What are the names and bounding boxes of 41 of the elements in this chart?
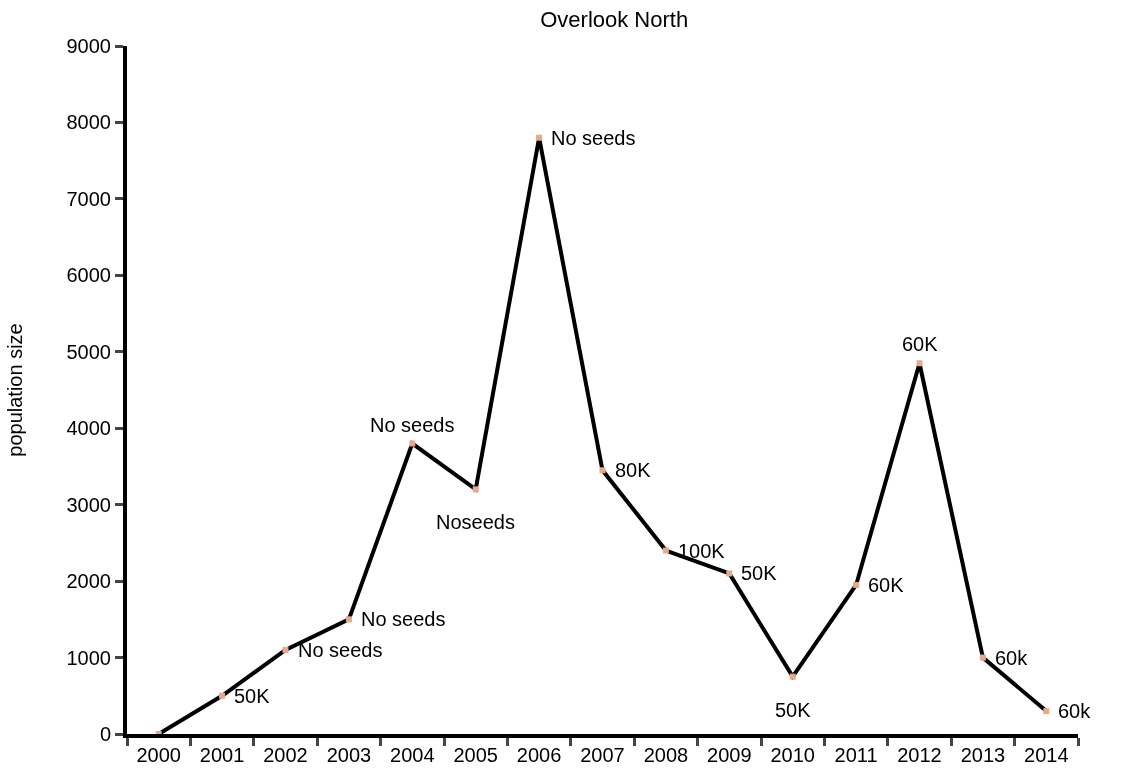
x-tick-label: 2007 — [580, 744, 625, 766]
annotation: No seeds — [551, 127, 636, 149]
x-tick-label: 2004 — [390, 744, 435, 766]
annotation: 50K — [741, 562, 778, 584]
x-tick-label: 2009 — [707, 744, 752, 766]
y-tick-label: 8000 — [66, 111, 111, 134]
x-tick-label: 2002 — [263, 744, 308, 766]
chart-title: Overlook North — [540, 7, 689, 33]
x-tick-label: 2008 — [643, 744, 689, 766]
annotation: 60k — [1058, 700, 1092, 722]
x-tick-label: 2014 — [1024, 744, 1069, 766]
y-tick-label: 9000 — [66, 35, 111, 57]
annotation: 50K — [775, 699, 812, 721]
annotation: No seeds — [370, 414, 455, 436]
y-tick-label: 4000 — [66, 417, 111, 440]
x-tick-label: 2000 — [136, 744, 181, 766]
x-tick-label: 2013 — [960, 744, 1006, 766]
x-tick-label: 2003 — [326, 744, 372, 766]
y-tick-label: 1000 — [66, 646, 111, 669]
annotation: 60K — [868, 574, 905, 596]
y-tick-label: 2000 — [66, 570, 111, 593]
y-tick-label: 6000 — [66, 264, 111, 287]
y-tick-label: 7000 — [66, 187, 111, 210]
annotation: Noseeds — [436, 511, 515, 533]
annotation: 80K — [615, 459, 652, 481]
y-tick-label: 0 — [99, 723, 111, 745]
x-tick-label: 2001 — [199, 744, 245, 766]
annotation: No seeds — [298, 639, 383, 661]
annotation: 50K — [234, 685, 271, 707]
y-tick-label: 3000 — [66, 493, 111, 516]
x-tick-label: 2010 — [770, 744, 815, 766]
x-tick-label: 2012 — [897, 744, 942, 766]
y-axis-title: population size — [3, 323, 26, 457]
annotation: 100K — [678, 540, 726, 562]
x-tick-label: 2006 — [516, 744, 562, 766]
x-tick-label: 2011 — [834, 744, 878, 766]
y-tick-label: 5000 — [66, 340, 111, 363]
x-tick-label: 2005 — [453, 744, 498, 766]
annotation: 60K — [902, 333, 939, 355]
annotation: 60k — [995, 647, 1029, 669]
annotation: No seeds — [361, 608, 446, 630]
